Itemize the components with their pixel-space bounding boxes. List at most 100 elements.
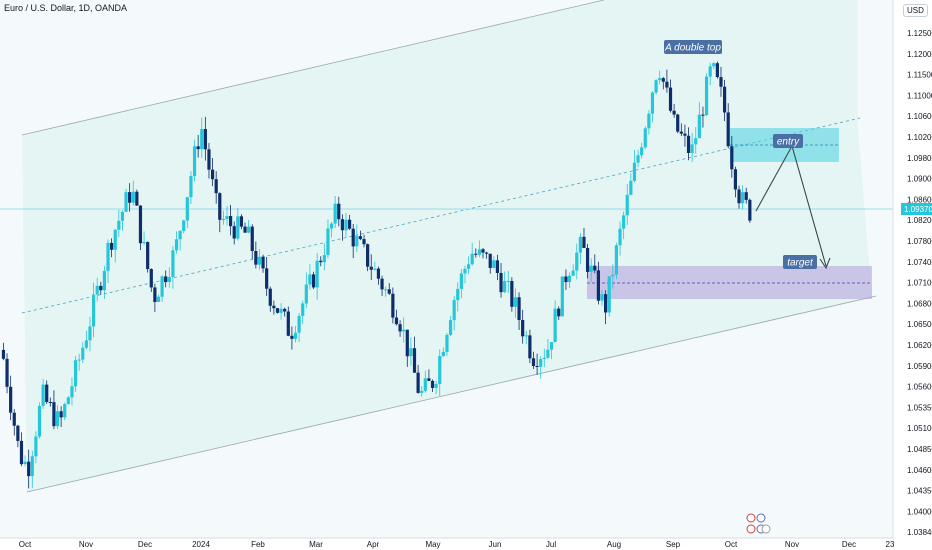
price-tick: 1.07400	[907, 258, 932, 267]
candle	[329, 221, 334, 238]
candle	[218, 192, 222, 233]
candle	[12, 409, 16, 436]
candle	[81, 342, 85, 363]
candle	[369, 254, 373, 281]
candle	[362, 234, 366, 248]
candle	[272, 300, 276, 315]
candle	[405, 329, 409, 367]
candle	[448, 315, 453, 337]
time-tick: 2024	[192, 540, 210, 549]
candle	[319, 256, 323, 267]
candle	[571, 264, 575, 277]
candle	[45, 380, 49, 404]
candle	[593, 254, 597, 274]
candle	[290, 326, 294, 350]
candle	[30, 450, 34, 489]
candle	[640, 142, 644, 159]
candle	[585, 243, 590, 279]
candle	[135, 189, 139, 207]
candle	[128, 183, 132, 212]
time-axis[interactable]: Oct Nov Dec 2024 Feb Mar Apr May Jun Jul Aug Sep Oct…	[0, 537, 895, 550]
candle	[748, 198, 752, 223]
annotations: A double top entry target	[664, 40, 831, 534]
candle	[95, 277, 99, 302]
candle	[16, 424, 20, 448]
candle	[23, 455, 27, 467]
price-tick: 1.07800	[907, 237, 932, 246]
time-tick: Oct	[19, 540, 32, 549]
candle	[138, 205, 143, 251]
candle	[622, 211, 626, 239]
candle	[229, 204, 233, 236]
time-tick: Nov	[79, 540, 93, 549]
candle	[1, 342, 6, 361]
candle	[293, 325, 298, 343]
price-tick: 1.06200	[907, 341, 932, 350]
candle	[5, 353, 9, 394]
candle	[679, 123, 683, 137]
candle	[513, 288, 518, 318]
economic-events-icon[interactable]	[746, 513, 771, 534]
candle	[275, 307, 280, 314]
candle	[506, 270, 510, 293]
price-tick: 1.04600	[907, 466, 932, 475]
time-tick: Nov	[785, 540, 799, 549]
candle	[636, 149, 640, 168]
currency-badge[interactable]: USD	[903, 4, 928, 17]
candle	[654, 79, 658, 95]
candle	[178, 229, 182, 251]
candle	[485, 251, 489, 259]
time-tick: Oct	[725, 540, 738, 549]
current-price-tag: 1.09370	[901, 203, 932, 215]
candle	[495, 254, 500, 280]
candle	[517, 292, 521, 331]
candle	[567, 272, 572, 289]
price-tick: 1.05900	[907, 362, 932, 371]
candle	[528, 329, 532, 364]
candle	[221, 210, 225, 225]
candle	[70, 377, 74, 406]
price-tick: 1.06500	[907, 320, 932, 329]
double-top-label[interactable]: A double top	[664, 40, 722, 54]
candle	[189, 171, 193, 205]
candles	[1, 61, 752, 489]
candle	[625, 184, 629, 225]
candle	[481, 247, 485, 259]
channel-fill	[22, 0, 872, 492]
candle	[744, 187, 748, 204]
candle	[452, 296, 456, 331]
candle	[521, 309, 525, 344]
price-tick: 1.11500	[907, 71, 932, 80]
price-tick: 1.04850	[907, 445, 932, 454]
candle	[607, 276, 611, 317]
candle	[347, 214, 352, 230]
candle	[174, 231, 179, 254]
time-tick: Jul	[546, 540, 556, 549]
candle	[142, 231, 146, 246]
candle	[434, 380, 438, 395]
candle	[261, 254, 265, 273]
entry-label[interactable]: entry	[773, 134, 803, 148]
candle	[102, 265, 107, 299]
candle	[311, 271, 316, 290]
candle	[730, 135, 734, 178]
candle	[164, 270, 168, 288]
candle	[239, 214, 244, 230]
candle	[564, 269, 568, 290]
candle	[182, 219, 186, 234]
candle	[665, 69, 669, 93]
candle	[304, 272, 308, 309]
price-axis[interactable]: 1.12500 1.12000 1.11500 1.11000 1.10600 1.102…	[892, 0, 932, 550]
price-tick: 1.10200	[907, 133, 932, 142]
candle	[337, 196, 341, 227]
candle	[373, 261, 377, 271]
candle	[247, 220, 251, 234]
candle	[59, 406, 63, 427]
candle	[661, 77, 665, 90]
candle	[741, 185, 745, 210]
target-label[interactable]: target	[783, 255, 817, 269]
candle	[542, 348, 546, 368]
candle	[643, 126, 647, 150]
